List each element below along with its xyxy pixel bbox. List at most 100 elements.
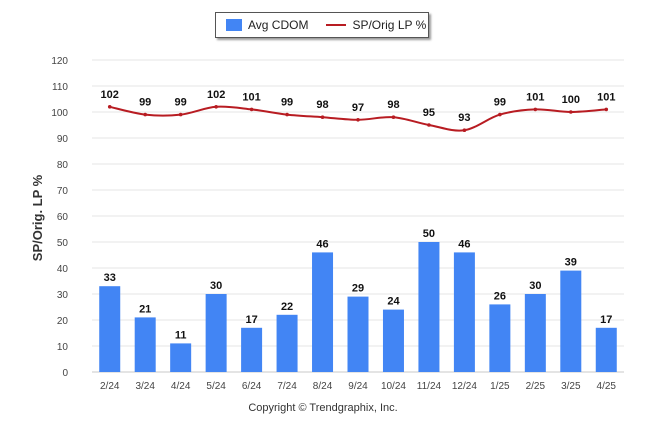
bar-data-label: 30 bbox=[210, 280, 222, 292]
bar-data-label: 11 bbox=[175, 329, 187, 341]
bar-data-label: 26 bbox=[494, 290, 506, 302]
line-data-label: 97 bbox=[352, 102, 364, 114]
line-data-label: 101 bbox=[526, 91, 544, 103]
bar-data-label: 17 bbox=[600, 314, 612, 326]
x-tick-label: 5/24 bbox=[206, 381, 226, 392]
line-data-label: 93 bbox=[458, 112, 470, 124]
line-data-labels: 102 99 99 102 101 99 98 97 98 95 93 99 101 100 101 bbox=[101, 89, 616, 124]
bar-data-label: 21 bbox=[139, 303, 151, 315]
y-tick-label: 10 bbox=[57, 342, 69, 353]
x-tick-label: 8/24 bbox=[313, 381, 333, 392]
line-point bbox=[143, 112, 147, 117]
y-tick-label: 100 bbox=[51, 108, 68, 119]
legend-item-bar: Avg CDOM bbox=[226, 18, 308, 32]
y-tick-label: 80 bbox=[57, 160, 69, 171]
x-tick-label: 4/24 bbox=[171, 381, 191, 392]
bar-data-label: 22 bbox=[281, 301, 293, 313]
y-tick-label: 110 bbox=[52, 82, 68, 93]
x-tick-label: 6/24 bbox=[242, 381, 262, 392]
bar-data-labels: 33 21 11 30 17 22 46 29 24 50 46 26 30 39 17 bbox=[104, 228, 613, 341]
x-tick-label: 11/24 bbox=[417, 381, 442, 392]
x-tick-label: 4/25 bbox=[597, 381, 617, 392]
line-point bbox=[498, 112, 502, 117]
bar-data-label: 29 bbox=[352, 283, 364, 295]
y-tick-label: 70 bbox=[57, 186, 69, 197]
bar-data-label: 46 bbox=[316, 238, 328, 250]
bar bbox=[595, 327, 617, 372]
bar-data-label: 39 bbox=[565, 257, 577, 269]
line-point bbox=[569, 110, 573, 114]
line-point bbox=[356, 118, 360, 122]
line-data-label: 99 bbox=[281, 97, 293, 109]
y-tick-label: 40 bbox=[57, 264, 69, 275]
bar bbox=[312, 252, 334, 372]
line-point bbox=[249, 107, 254, 112]
bar bbox=[524, 294, 546, 372]
line-data-label: 95 bbox=[423, 107, 435, 119]
line-point bbox=[107, 105, 112, 109]
bar-data-label: 30 bbox=[529, 280, 541, 292]
y-tick-label: 50 bbox=[57, 238, 69, 249]
line-data-label: 99 bbox=[139, 97, 151, 109]
bar-data-label: 24 bbox=[387, 296, 400, 308]
line-point bbox=[178, 112, 183, 117]
bar bbox=[134, 317, 156, 372]
bar-data-label: 17 bbox=[245, 314, 257, 326]
legend-bar-label: Avg CDOM bbox=[248, 18, 309, 32]
y-tick-label: 90 bbox=[57, 134, 69, 145]
x-tick-label: 10/24 bbox=[381, 381, 406, 392]
legend-item-line: SP/Orig LP % bbox=[326, 18, 426, 32]
chart-legend: Avg CDOM SP/Orig LP % bbox=[215, 12, 429, 38]
x-tick-label: 2/25 bbox=[526, 381, 546, 392]
line-point bbox=[214, 105, 218, 109]
line-point bbox=[462, 128, 467, 132]
y-tick-label: 120 bbox=[51, 56, 68, 67]
bar-data-label: 33 bbox=[104, 272, 116, 284]
bar-data-label: 50 bbox=[423, 228, 435, 240]
y-tick-label: 20 bbox=[57, 316, 69, 327]
line-series bbox=[107, 105, 609, 132]
bar bbox=[99, 286, 121, 372]
line-data-label: 101 bbox=[242, 91, 260, 103]
y-tick-label: 0 bbox=[62, 368, 68, 379]
y-axis-title: SP/Orig. LP % bbox=[30, 174, 45, 261]
line-point bbox=[533, 107, 538, 112]
bar bbox=[170, 343, 192, 372]
bar bbox=[241, 327, 263, 372]
bar bbox=[347, 296, 369, 372]
x-tick-label: 3/24 bbox=[135, 381, 155, 392]
line-data-label: 102 bbox=[207, 89, 225, 101]
line-data-label: 100 bbox=[562, 94, 580, 106]
line-data-label: 98 bbox=[316, 99, 328, 111]
bar bbox=[418, 242, 440, 372]
x-tick-label: 7/24 bbox=[277, 381, 297, 392]
line-point bbox=[391, 115, 396, 119]
line-data-label: 98 bbox=[387, 99, 399, 111]
line-data-label: 99 bbox=[494, 97, 506, 109]
bar-series bbox=[99, 242, 617, 372]
x-tick-label: 9/24 bbox=[348, 381, 368, 392]
legend-line-swatch bbox=[326, 24, 347, 26]
copyright-footer: Copyright © Trendgraphix, Inc. bbox=[248, 402, 398, 414]
y-tick-label: 60 bbox=[57, 212, 69, 223]
y-tick-labels: 0 10 20 30 40 50 60 70 80 90 100 110 120 bbox=[51, 56, 68, 379]
line-data-label: 101 bbox=[597, 91, 615, 103]
line-point bbox=[427, 123, 431, 127]
legend-bar-swatch bbox=[226, 19, 242, 31]
legend-line-label: SP/Orig LP % bbox=[352, 18, 427, 32]
bar bbox=[489, 304, 511, 372]
x-tick-labels: 2/24 3/24 4/24 5/24 6/24 7/24 8/24 9/24 10/24 11/… bbox=[100, 381, 616, 392]
bar-data-label: 46 bbox=[458, 238, 470, 250]
grid-lines bbox=[92, 59, 624, 373]
line-data-label: 99 bbox=[175, 97, 187, 109]
bar bbox=[453, 252, 475, 372]
y-tick-label: 30 bbox=[57, 290, 69, 301]
line-point bbox=[604, 107, 609, 112]
x-tick-label: 2/24 bbox=[100, 381, 120, 392]
x-tick-label: 1/25 bbox=[490, 381, 510, 392]
bar bbox=[205, 294, 227, 372]
bar bbox=[382, 309, 404, 372]
line-data-label: 102 bbox=[101, 89, 119, 101]
